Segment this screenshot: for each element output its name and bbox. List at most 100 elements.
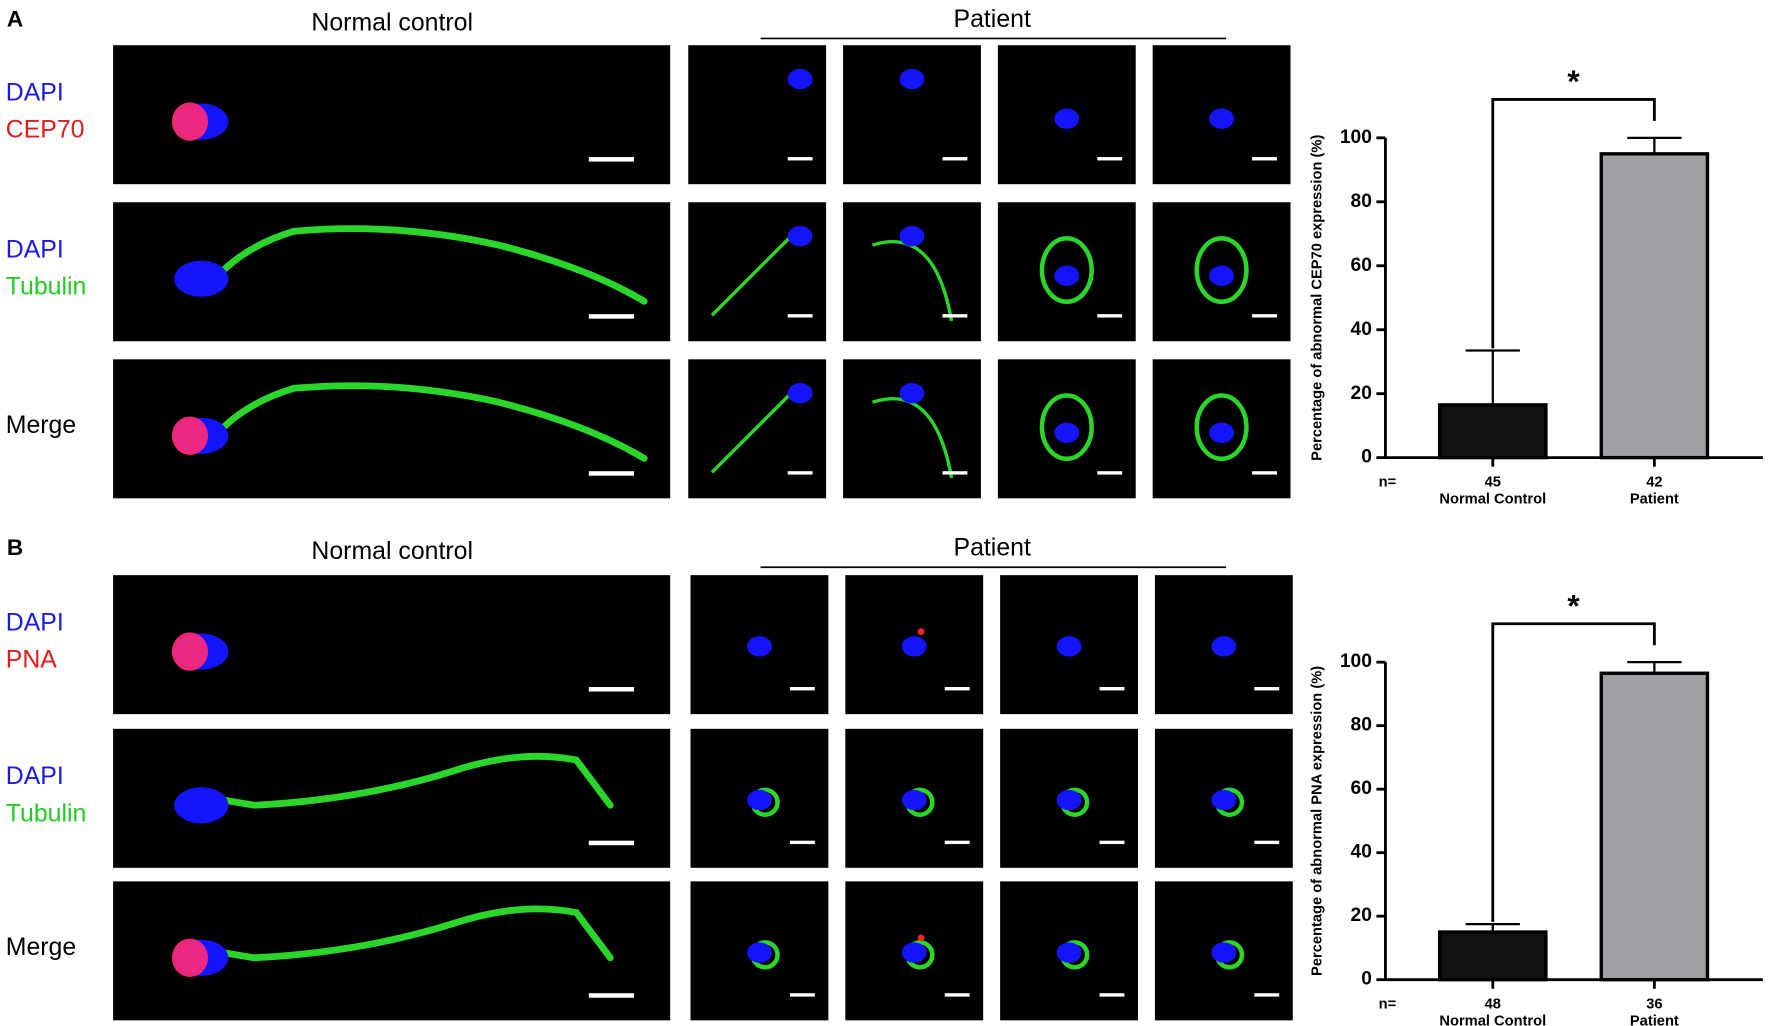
y-tick-label: 100 (1340, 651, 1372, 672)
nucleus (1209, 265, 1235, 286)
nucleus (901, 636, 927, 657)
signal (917, 934, 925, 942)
bar (1599, 671, 1710, 982)
y-axis-label: Percentage of abnormal CEP70 expression … (1310, 135, 1326, 461)
scale-bar (942, 471, 968, 475)
flagellum (1039, 393, 1094, 462)
x-tick-label: Patient (1630, 491, 1679, 507)
scale-bar (1097, 471, 1123, 475)
nucleus (1211, 636, 1237, 657)
bar (1599, 152, 1710, 460)
nucleus (1054, 265, 1080, 286)
scale-bar (1099, 993, 1125, 997)
scale-bar (787, 471, 813, 475)
nucleus (747, 942, 772, 963)
y-tick-label: 0 (1361, 447, 1372, 468)
y-tick-label: 60 (1351, 255, 1372, 276)
flagellum (217, 905, 614, 962)
stain-label: Tubulin (6, 800, 87, 827)
n-label: 45 (1485, 474, 1501, 490)
y-tick-label: 80 (1351, 191, 1372, 212)
flagellum (217, 382, 648, 462)
stain-label: DAPI (6, 236, 64, 263)
nucleus (787, 68, 813, 90)
nucleus (747, 636, 772, 657)
n-prefix: n= (1379, 996, 1397, 1012)
scale-bar (1099, 840, 1125, 845)
stain-label: CEP70 (6, 117, 85, 144)
scale-bar (1099, 687, 1125, 691)
y-tick-label: 40 (1351, 842, 1372, 863)
nucleus (174, 260, 229, 297)
flagellum (871, 240, 954, 322)
acrosome (171, 632, 209, 671)
scale-bar (787, 157, 813, 161)
x-tick-label: Normal Control (1439, 1013, 1546, 1026)
bar (1437, 930, 1548, 982)
significance-label: * (1567, 63, 1580, 99)
scale-bar (944, 687, 970, 691)
nucleus (1209, 422, 1235, 443)
stain-label: Tubulin (6, 274, 87, 301)
group-title: Normal control (311, 9, 473, 36)
scale-bar (588, 687, 635, 692)
scale-bar (789, 840, 815, 845)
acrosome (171, 416, 209, 455)
x-tick-label: Patient (1630, 1013, 1679, 1026)
signal (917, 628, 925, 636)
flagellum (1194, 393, 1249, 462)
nucleus (1054, 108, 1080, 129)
scale-bar (588, 314, 635, 319)
scale-bar (942, 314, 968, 318)
flagellum (1194, 236, 1249, 304)
flagellum (710, 229, 798, 317)
x-tick-label: Normal Control (1439, 491, 1546, 507)
stain-label: PNA (6, 647, 58, 674)
stain-label: Merge (6, 412, 76, 439)
scale-bar (944, 993, 970, 997)
micrograph (688, 45, 827, 185)
group-title: Patient (954, 535, 1031, 562)
nucleus (747, 789, 772, 811)
scale-bar (942, 157, 968, 161)
flagellum (871, 397, 954, 479)
nucleus (901, 942, 927, 963)
micrograph (843, 45, 981, 185)
scale-bar (789, 687, 815, 691)
stain-label: DAPI (6, 609, 64, 636)
nucleus (1211, 789, 1237, 811)
nucleus (1056, 789, 1082, 811)
scale-bar (588, 157, 635, 162)
stain-label: DAPI (6, 763, 64, 790)
nucleus (899, 383, 925, 404)
significance-bracket (1491, 98, 1656, 349)
nucleus (787, 225, 813, 247)
micrograph (843, 202, 981, 342)
scale-bar (1097, 157, 1123, 161)
nucleus (174, 787, 229, 824)
stain-label: Merge (6, 934, 76, 961)
scale-bar (1254, 993, 1280, 997)
y-tick-label: 20 (1351, 383, 1372, 404)
y-tick-label: 20 (1351, 905, 1372, 926)
n-label: 42 (1646, 474, 1662, 490)
significance-label: * (1567, 587, 1580, 623)
y-tick-label: 40 (1351, 319, 1372, 340)
scale-bar (588, 840, 635, 846)
panel-label: A (7, 6, 23, 31)
acrosome (171, 102, 209, 141)
scale-bar (588, 993, 635, 998)
scale-bar (789, 993, 815, 997)
nucleus (1209, 108, 1235, 129)
nucleus (1056, 636, 1082, 657)
y-tick-label: 0 (1361, 969, 1372, 990)
y-tick-label: 60 (1351, 778, 1372, 799)
n-label: 48 (1485, 996, 1501, 1012)
flagellum (1039, 236, 1094, 304)
nucleus (787, 383, 813, 404)
scale-bar (1252, 314, 1277, 318)
scale-bar (1254, 687, 1280, 691)
scale-bar (787, 314, 813, 318)
acrosome (171, 938, 209, 978)
